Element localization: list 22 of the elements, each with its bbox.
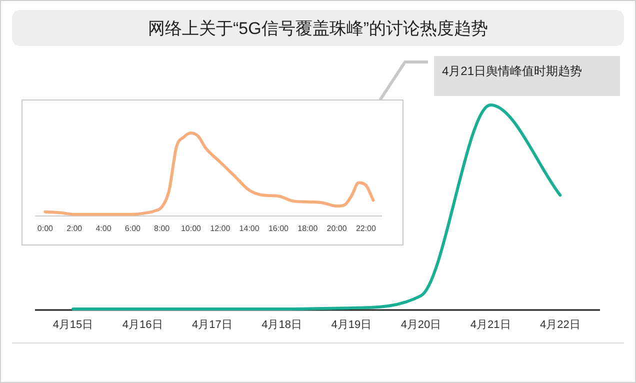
chart-title: 网络上关于“5G信号覆盖珠峰”的讨论热度趋势 (148, 19, 488, 38)
x-tick-label: 4月15日 (52, 319, 94, 331)
x-tick-label: 4月17日 (192, 319, 232, 331)
x-tick-label: 0:00 (37, 224, 54, 233)
x-tick-label: 4月18日 (262, 319, 302, 331)
x-tick-label: 20:00 (326, 224, 348, 233)
x-tick-label: 10:00 (180, 224, 202, 233)
x-tick-label: 12:00 (210, 224, 231, 233)
x-tick-label: 4月21日 (470, 319, 511, 331)
x-tick-label: 4月22日 (540, 319, 580, 331)
x-tick-label: 4月20日 (400, 319, 442, 331)
x-tick-label: 18:00 (298, 224, 318, 233)
x-tick-label: 8:00 (154, 224, 170, 233)
x-tick-label: 4:00 (96, 224, 112, 233)
x-tick-label: 14:00 (239, 224, 260, 233)
x-tick-label: 16:00 (268, 224, 290, 233)
x-tick-label: 4月19日 (331, 319, 372, 331)
x-tick-label: 22:00 (356, 224, 377, 233)
x-tick-label: 4月16日 (122, 319, 163, 331)
x-tick-label: 6:00 (124, 224, 142, 233)
x-tick-label: 2:00 (66, 224, 83, 233)
text: 4月21日舆情峰值时期趋势 (442, 64, 582, 78)
